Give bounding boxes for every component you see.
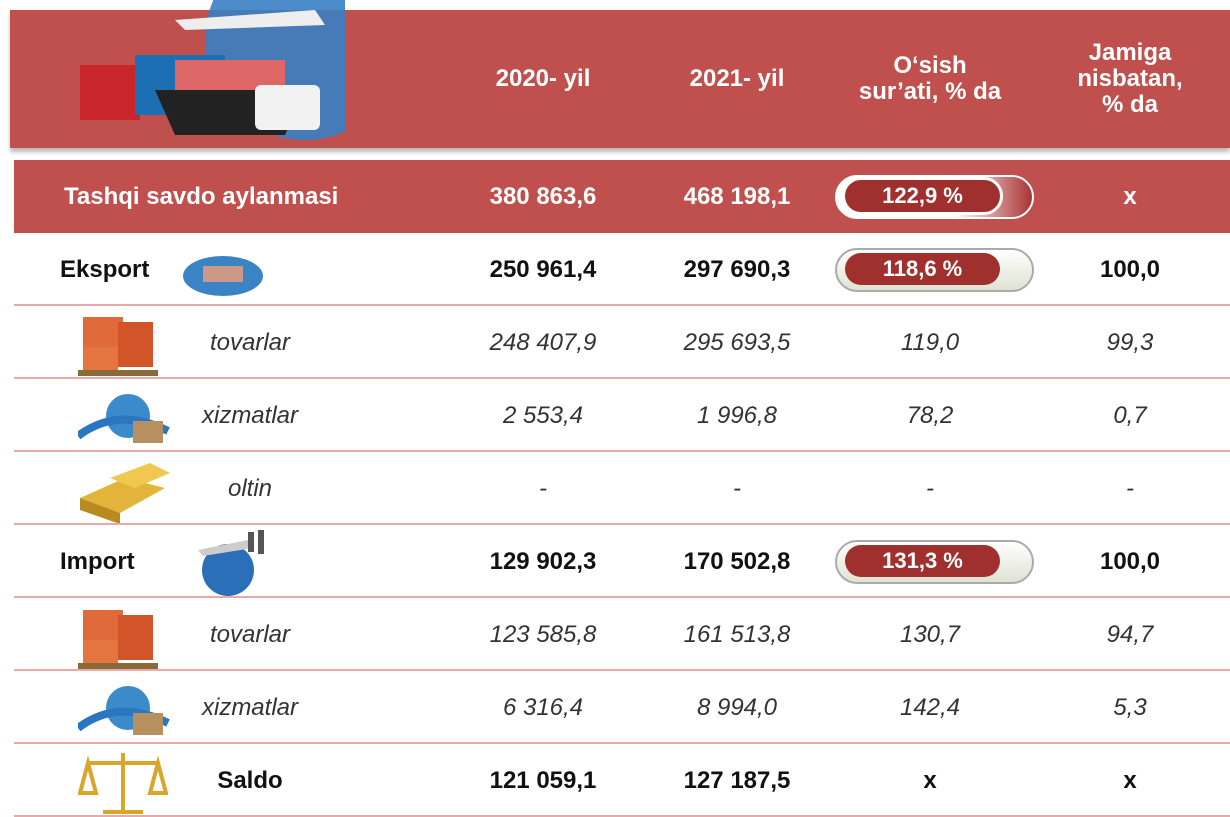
table-row (14, 671, 1230, 744)
table-row (14, 379, 1230, 452)
table-cell: - (1126, 474, 1134, 502)
header-line: sur’ati, % da (858, 78, 1002, 105)
table-cell: 130,7 (899, 620, 961, 648)
table-cell: x (923, 766, 937, 794)
table-cell: 0,7 (1113, 401, 1147, 429)
column-header: Jamiga nisbatan,% da (1035, 14, 1225, 144)
column-header: 2021- yil (642, 14, 832, 144)
table-row (14, 306, 1230, 379)
table-cell: 119,0 (900, 328, 960, 356)
header-line: nisbatan, (1077, 65, 1183, 92)
import-icon (198, 530, 264, 596)
table-row (14, 233, 1230, 306)
table-cell: 78,2 (906, 401, 954, 429)
row-label: xizmatlar (201, 401, 298, 429)
table-cell: 1 996,8 (696, 401, 778, 429)
table-cell: 161 513,8 (683, 620, 791, 648)
table-row (14, 744, 1230, 817)
row-label: tovarlar (209, 328, 291, 356)
table-cell: 295 693,5 (683, 328, 791, 356)
header-icon (80, 0, 345, 140)
table-cell: x (1123, 182, 1137, 210)
table-cell: x (1123, 766, 1137, 794)
table-row (14, 452, 1230, 525)
table-cell: 8 994,0 (696, 693, 778, 721)
row-label: Import (60, 547, 135, 575)
table-cell: 5,3 (1113, 693, 1147, 721)
table-cell: 121 059,1 (489, 766, 597, 794)
row-label: Tashqi savdo aylanmasi (64, 182, 339, 210)
table-cell: - (539, 474, 547, 502)
export-icon (183, 256, 263, 296)
goods-icon (78, 317, 158, 376)
column-header: 2020- yil (448, 14, 638, 144)
row-label: xizmatlar (201, 693, 298, 721)
table-cell: 127 187,5 (683, 766, 791, 794)
column-header: O‘sish sur’ati, % da (835, 14, 1025, 144)
services-icon (78, 394, 170, 443)
row-label: tovarlar (209, 620, 291, 648)
table-cell: 250 961,4 (489, 255, 597, 283)
table-cell: 6 316,4 (502, 693, 584, 721)
table-cell: 94,7 (1106, 620, 1154, 648)
header-line: 2021- yil (689, 65, 785, 92)
header-line: Jamiga (1088, 39, 1172, 66)
row-label: Saldo (217, 766, 283, 794)
gold-icon (80, 463, 170, 524)
growth-pill: 131,3 % (845, 544, 1000, 577)
table-cell: 100,0 (1099, 255, 1161, 283)
header-line: 2020- yil (495, 65, 591, 92)
table-cell: 468 198,1 (683, 182, 791, 210)
table-cell: 170 502,8 (683, 547, 791, 575)
table-cell: 248 407,9 (489, 328, 597, 356)
table-cell: - (926, 474, 934, 502)
row-label: oltin (227, 474, 273, 502)
table-row (14, 598, 1230, 671)
table-cell: 123 585,8 (489, 620, 597, 648)
table-cell: 2 553,4 (502, 401, 584, 429)
growth-pill: 118,6 % (845, 252, 1000, 285)
row-label: Eksport (60, 255, 150, 283)
table-cell: 99,3 (1106, 328, 1154, 356)
table-row (14, 525, 1230, 598)
goods-icon (78, 610, 158, 669)
table-cell: - (733, 474, 741, 502)
services-icon (78, 686, 170, 735)
header-line: % da (1101, 91, 1158, 118)
table-cell: 129 902,3 (489, 547, 597, 575)
table-cell: 100,0 (1099, 547, 1161, 575)
table-cell: 380 863,6 (489, 182, 597, 210)
scales-icon (78, 753, 168, 814)
growth-pill: 122,9 % (842, 176, 1003, 215)
table-cell: 142,4 (899, 693, 961, 721)
table-cell: 297 690,3 (683, 255, 791, 283)
header-line: O‘sish (893, 52, 967, 79)
